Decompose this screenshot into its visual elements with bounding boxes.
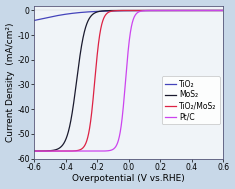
TiO₂ <box>222 9 225 12</box>
Pt/C <box>198 9 201 12</box>
TiO₂ <box>33 19 35 22</box>
Pt/C <box>114 147 116 149</box>
X-axis label: Overpotential (V vs.RHE): Overpotential (V vs.RHE) <box>72 174 185 184</box>
TiO₂/MoS₂ <box>218 9 221 12</box>
TiO₂/MoS₂ <box>114 10 116 12</box>
TiO₂ <box>114 10 116 12</box>
TiO₂/MoS₂ <box>65 150 68 152</box>
Pt/C <box>218 9 221 12</box>
MoS₂ <box>198 9 201 12</box>
TiO₂ <box>105 10 108 12</box>
MoS₂ <box>218 9 221 12</box>
MoS₂ <box>222 9 225 12</box>
Legend: TiO₂, MoS₂, TiO₂/MoS₂, Pt/C: TiO₂, MoS₂, TiO₂/MoS₂, Pt/C <box>161 77 219 124</box>
Line: MoS₂: MoS₂ <box>34 10 223 151</box>
MoS₂ <box>105 9 108 12</box>
MoS₂ <box>65 136 68 138</box>
Line: Pt/C: Pt/C <box>34 10 223 151</box>
TiO₂ <box>54 15 57 17</box>
Line: TiO₂/MoS₂: TiO₂/MoS₂ <box>34 10 223 151</box>
Pt/C <box>54 150 57 152</box>
TiO₂ <box>198 9 201 12</box>
Pt/C <box>222 9 225 12</box>
Pt/C <box>33 150 35 152</box>
TiO₂/MoS₂ <box>198 9 201 12</box>
MoS₂ <box>54 149 57 151</box>
TiO₂ <box>218 9 221 12</box>
TiO₂/MoS₂ <box>54 150 57 152</box>
TiO₂/MoS₂ <box>222 9 225 12</box>
Pt/C <box>65 150 68 152</box>
MoS₂ <box>33 150 35 152</box>
TiO₂/MoS₂ <box>33 150 35 152</box>
TiO₂/MoS₂ <box>105 12 108 15</box>
Line: TiO₂: TiO₂ <box>34 11 223 20</box>
MoS₂ <box>114 9 116 12</box>
Y-axis label: Current Density  (mA/cm²): Current Density (mA/cm²) <box>6 22 15 142</box>
TiO₂ <box>65 13 68 15</box>
Pt/C <box>105 150 108 152</box>
